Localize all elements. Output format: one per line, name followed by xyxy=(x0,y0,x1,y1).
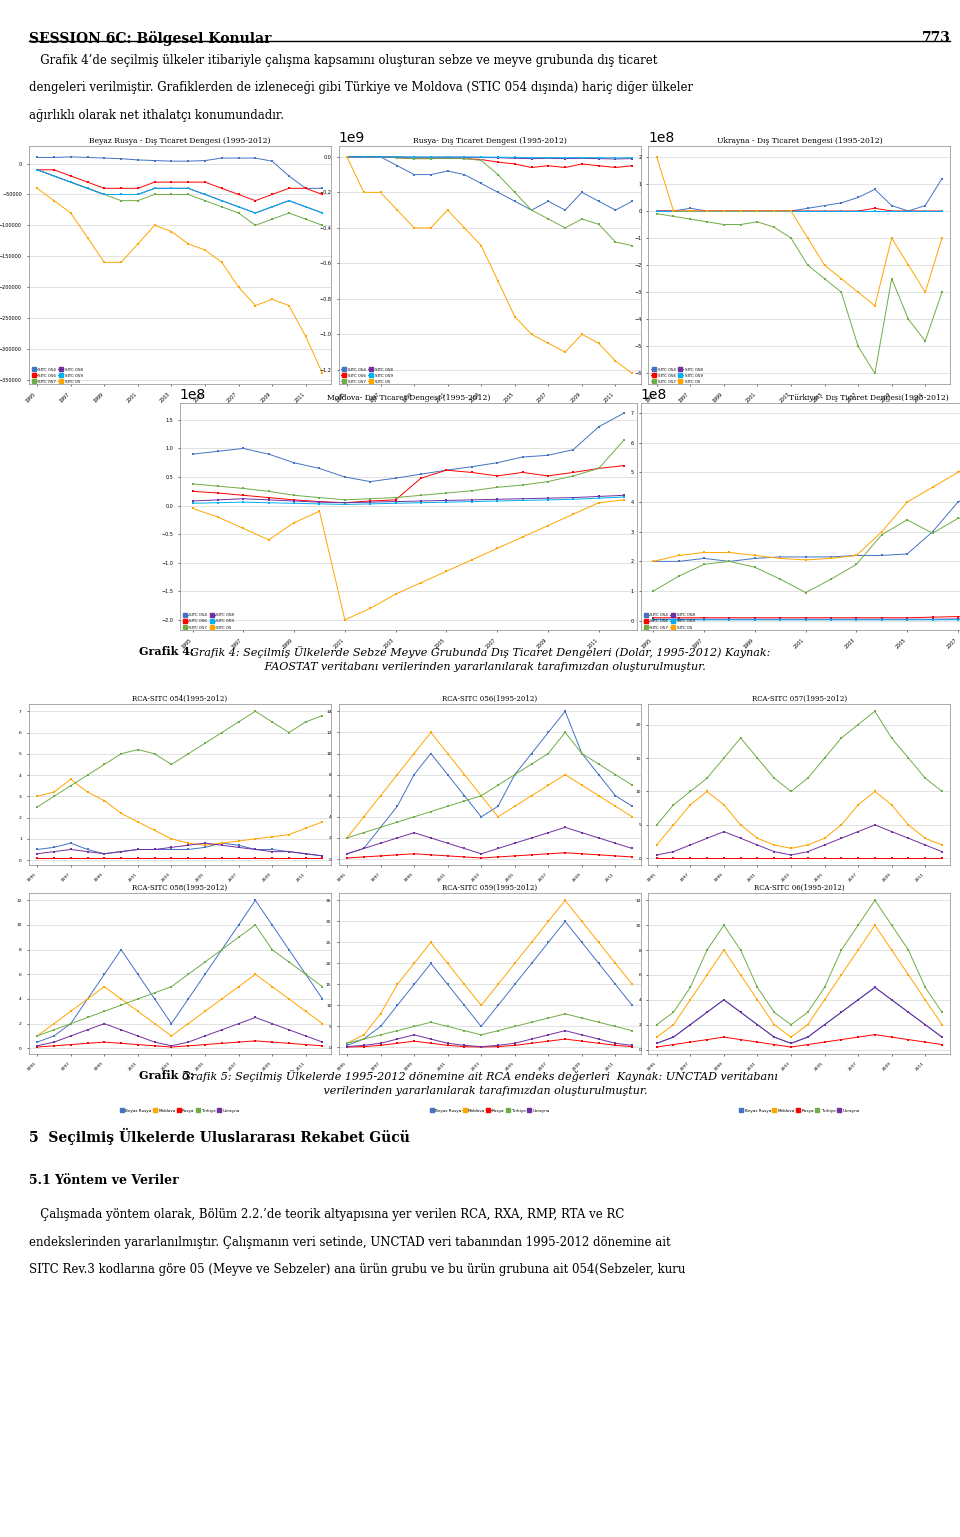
Legend: Beyaz Rusya, Moldova, Rusya, Türkiye, Ukrayna: Beyaz Rusya, Moldova, Rusya, Türkiye, Uk… xyxy=(429,1108,550,1114)
Text: 773: 773 xyxy=(922,31,950,45)
Text: Çalışmada yöntem olarak, Bölüm 2.2.’de teorik altyapısına yer verilen RCA, RXA, : Çalışmada yöntem olarak, Bölüm 2.2.’de t… xyxy=(29,1208,624,1220)
Text: endekslerinden yararlanılmıştır. Çalışmanın veri setinde, UNCTAD veri tabanından: endekslerinden yararlanılmıştır. Çalışma… xyxy=(29,1236,670,1248)
Text: Grafik 4: Seçilmiş Ülkelerde Sebze Meyve Grubunda Dış Ticaret Dengeleri (Dolar, : Grafik 4: Seçilmiş Ülkelerde Sebze Meyve… xyxy=(190,646,770,672)
Title: RCA-SITC 06(1995-2012): RCA-SITC 06(1995-2012) xyxy=(754,884,845,891)
Text: Grafik 4:: Grafik 4: xyxy=(139,646,194,656)
Legend: SITC 054, SITC 056, SITC 057, SITC 058, SITC 059, SITC 05: SITC 054, SITC 056, SITC 057, SITC 058, … xyxy=(182,613,235,630)
Text: ağırlıklı olarak net ithalatçı konumundadır.: ağırlıklı olarak net ithalatçı konumunda… xyxy=(29,109,284,121)
Legend: Beyaz Rusya, Moldova, Rusya, Türkiye, Ukrayna: Beyaz Rusya, Moldova, Rusya, Türkiye, Uk… xyxy=(738,1108,860,1114)
Title: RCA-SITC 056(1995-2012): RCA-SITC 056(1995-2012) xyxy=(442,695,538,702)
Title: Moldova- Dış Ticaret Dengesi (1995-2012): Moldova- Dış Ticaret Dengesi (1995-2012) xyxy=(326,393,490,401)
Text: Grafik 5: Seçilmiş Ülkelerde 1995-2012 dönemine ait RCA endeks değerleri  Kaynak: Grafik 5: Seçilmiş Ülkelerde 1995-2012 d… xyxy=(182,1070,778,1096)
Title: Ukrayna - Dış Ticaret Dengesi (1995-2012): Ukrayna - Dış Ticaret Dengesi (1995-2012… xyxy=(716,137,882,144)
Legend: SITC 054, SITC 056, SITC 057, SITC 058, SITC 059, SITC 05: SITC 054, SITC 056, SITC 057, SITC 058, … xyxy=(341,367,394,384)
Text: dengeleri verilmiştir. Grafiklerden de izleneceği gibi Türkiye ve Moldova (STIC : dengeleri verilmiştir. Grafiklerden de i… xyxy=(29,81,693,94)
Legend: SITC 054, SITC 056, SITC 057, SITC 058, SITC 059, SITC 05: SITC 054, SITC 056, SITC 057, SITC 058, … xyxy=(31,367,84,384)
Legend: Beyaz Rusya, Moldova, Rusya, Türkiye, Ukrayna: Beyaz Rusya, Moldova, Rusya, Türkiye, Uk… xyxy=(119,1108,241,1114)
Title: RCA-SITC 058(1995-2012): RCA-SITC 058(1995-2012) xyxy=(132,884,228,891)
Title: Türkiye - Dış Ticaret Dengesi(1995-2012): Türkiye - Dış Ticaret Dengesi(1995-2012) xyxy=(789,393,949,401)
Text: 5.1 Yöntem ve Veriler: 5.1 Yöntem ve Veriler xyxy=(29,1174,179,1187)
Title: RCA-SITC 054(1995-2012): RCA-SITC 054(1995-2012) xyxy=(132,695,228,702)
Text: Grafik 5:: Grafik 5: xyxy=(139,1070,194,1081)
Text: Grafik 4’de seçilmiş ülkeler itibariyle çalışma kapsamını oluşturan sebze ve mey: Grafik 4’de seçilmiş ülkeler itibariyle … xyxy=(29,54,658,66)
Text: 5  Seçilmiş Ülkelerde Uluslararası Rekabet Gücü: 5 Seçilmiş Ülkelerde Uluslararası Rekabe… xyxy=(29,1128,410,1145)
Legend: Beyaz Rusya, Moldova, Rusya, Türkiye, Ukrayna: Beyaz Rusya, Moldova, Rusya, Türkiye, Uk… xyxy=(119,919,241,925)
Legend: SITC 054, SITC 056, SITC 057, SITC 058, SITC 059, SITC 05: SITC 054, SITC 056, SITC 057, SITC 058, … xyxy=(651,367,704,384)
Legend: Beyaz Rusya, Moldova, Rusya, Türkiye, Ukrayna: Beyaz Rusya, Moldova, Rusya, Türkiye, Uk… xyxy=(429,919,550,925)
Legend: Beyaz Rusya, Moldova, Rusya, Türkiye, Ukrayna: Beyaz Rusya, Moldova, Rusya, Türkiye, Uk… xyxy=(738,919,860,925)
Legend: SITC 054, SITC 056, SITC 057, SITC 058, SITC 059, SITC 05: SITC 054, SITC 056, SITC 057, SITC 058, … xyxy=(643,613,696,630)
Title: Rusya- Dış Ticaret Dengesi (1995-2012): Rusya- Dış Ticaret Dengesi (1995-2012) xyxy=(413,137,566,144)
Title: Beyaz Rusya - Dış Ticaret Dengesi (1995-2012): Beyaz Rusya - Dış Ticaret Dengesi (1995-… xyxy=(89,137,271,144)
Text: SITC Rev.3 kodlarına göre 05 (Meyve ve Sebzeler) ana ürün grubu ve bu ürün grubu: SITC Rev.3 kodlarına göre 05 (Meyve ve S… xyxy=(29,1263,685,1276)
Text: SESSION 6C: Bölgesel Konular: SESSION 6C: Bölgesel Konular xyxy=(29,31,271,46)
Title: RCA-SITC 059(1995-2012): RCA-SITC 059(1995-2012) xyxy=(442,884,538,891)
Title: RCA-SITC 057(1995-2012): RCA-SITC 057(1995-2012) xyxy=(752,695,847,702)
